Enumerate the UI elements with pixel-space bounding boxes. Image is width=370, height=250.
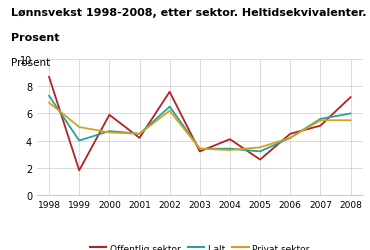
Legend: Offentlig sektor, I alt, Privat sektor: Offentlig sektor, I alt, Privat sektor [87,240,313,250]
Text: Prosent: Prosent [11,58,50,68]
Text: Lønnsvekst 1998-2008, etter sektor. Heltidsekvivalenter.: Lønnsvekst 1998-2008, etter sektor. Helt… [11,8,367,18]
Text: Prosent: Prosent [11,32,60,42]
